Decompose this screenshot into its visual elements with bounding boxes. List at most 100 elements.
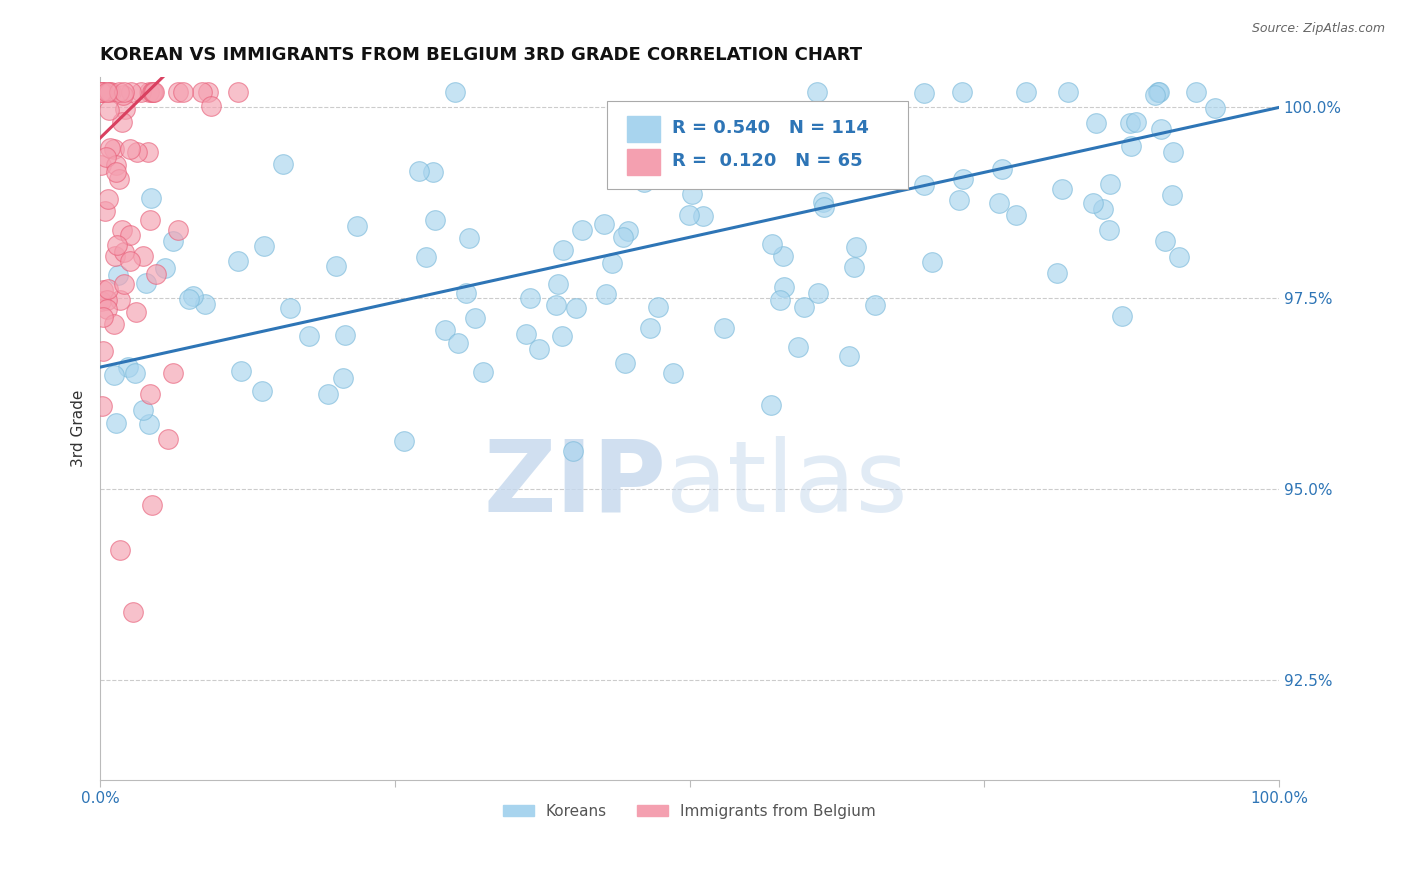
Point	[761, 236, 783, 251]
Point	[103, 368, 125, 382]
Point	[135, 276, 157, 290]
Point	[444, 85, 467, 99]
Point	[278, 301, 301, 316]
Point	[454, 285, 477, 300]
Legend: Koreans, Immigrants from Belgium: Koreans, Immigrants from Belgium	[496, 797, 882, 825]
Point	[132, 249, 155, 263]
Point	[97, 192, 120, 206]
Point	[112, 87, 135, 102]
FancyBboxPatch shape	[607, 102, 908, 189]
Point	[811, 194, 834, 209]
Point	[114, 102, 136, 116]
Point	[155, 261, 177, 276]
Point	[167, 223, 190, 237]
Point	[551, 243, 574, 257]
Point	[200, 98, 222, 112]
Point	[761, 398, 783, 412]
Point	[1111, 309, 1133, 323]
Point	[112, 245, 135, 260]
Point	[108, 172, 131, 186]
Point	[120, 85, 142, 99]
Point	[112, 85, 135, 99]
Point	[1154, 234, 1177, 248]
Point	[98, 141, 121, 155]
Point	[565, 301, 588, 316]
Point	[1056, 85, 1078, 99]
Point	[458, 231, 481, 245]
Point	[838, 349, 860, 363]
Point	[547, 277, 569, 291]
Point	[991, 162, 1014, 177]
Point	[647, 300, 669, 314]
Point	[551, 329, 574, 343]
Point	[713, 320, 735, 334]
Point	[813, 200, 835, 214]
Point	[335, 328, 357, 343]
Text: R =  0.120   N = 65: R = 0.120 N = 65	[672, 153, 862, 170]
Point	[90, 85, 112, 99]
Point	[96, 85, 118, 99]
Point	[117, 360, 139, 375]
Point	[98, 103, 121, 117]
Point	[271, 157, 294, 171]
Point	[141, 85, 163, 99]
Y-axis label: 3rd Grade: 3rd Grade	[72, 390, 86, 467]
Point	[1144, 88, 1167, 103]
Text: KOREAN VS IMMIGRANTS FROM BELGIUM 3RD GRADE CORRELATION CHART: KOREAN VS IMMIGRANTS FROM BELGIUM 3RD GR…	[100, 46, 862, 64]
Point	[415, 250, 437, 264]
Bar	[627, 149, 659, 175]
Point	[194, 297, 217, 311]
Point	[179, 292, 201, 306]
Point	[1098, 223, 1121, 237]
Point	[408, 164, 430, 178]
Point	[139, 191, 162, 205]
Point	[471, 365, 494, 379]
Point	[392, 434, 415, 449]
Point	[1005, 208, 1028, 222]
Point	[772, 249, 794, 263]
Point	[515, 327, 537, 342]
Point	[988, 196, 1011, 211]
Point	[103, 318, 125, 332]
Point	[142, 85, 165, 99]
Point	[1161, 145, 1184, 159]
Point	[778, 161, 800, 176]
Point	[191, 85, 214, 99]
Point	[595, 287, 617, 301]
Point	[772, 279, 794, 293]
Point	[111, 115, 134, 129]
Point	[912, 178, 935, 192]
Point	[93, 203, 115, 218]
Point	[793, 300, 815, 314]
Point	[638, 321, 661, 335]
Point	[1015, 85, 1038, 99]
Point	[865, 297, 887, 311]
Point	[104, 249, 127, 263]
Point	[108, 543, 131, 558]
Point	[250, 384, 273, 399]
Point	[90, 85, 112, 99]
Point	[1098, 177, 1121, 191]
Point	[94, 150, 117, 164]
Point	[616, 225, 638, 239]
Point	[96, 301, 118, 316]
Text: ZIP: ZIP	[484, 436, 666, 533]
Point	[1150, 121, 1173, 136]
Point	[765, 125, 787, 139]
Point	[544, 298, 567, 312]
Point	[120, 227, 142, 242]
Point	[423, 212, 446, 227]
Point	[120, 142, 142, 156]
Text: Source: ZipAtlas.com: Source: ZipAtlas.com	[1251, 22, 1385, 36]
Point	[952, 171, 974, 186]
Point	[104, 416, 127, 430]
Point	[105, 238, 128, 252]
Point	[91, 283, 114, 297]
Point	[1092, 202, 1115, 216]
Point	[138, 85, 160, 99]
Point	[447, 336, 470, 351]
Point	[162, 234, 184, 248]
Point	[125, 305, 148, 319]
Point	[1147, 85, 1170, 99]
Point	[100, 85, 122, 99]
